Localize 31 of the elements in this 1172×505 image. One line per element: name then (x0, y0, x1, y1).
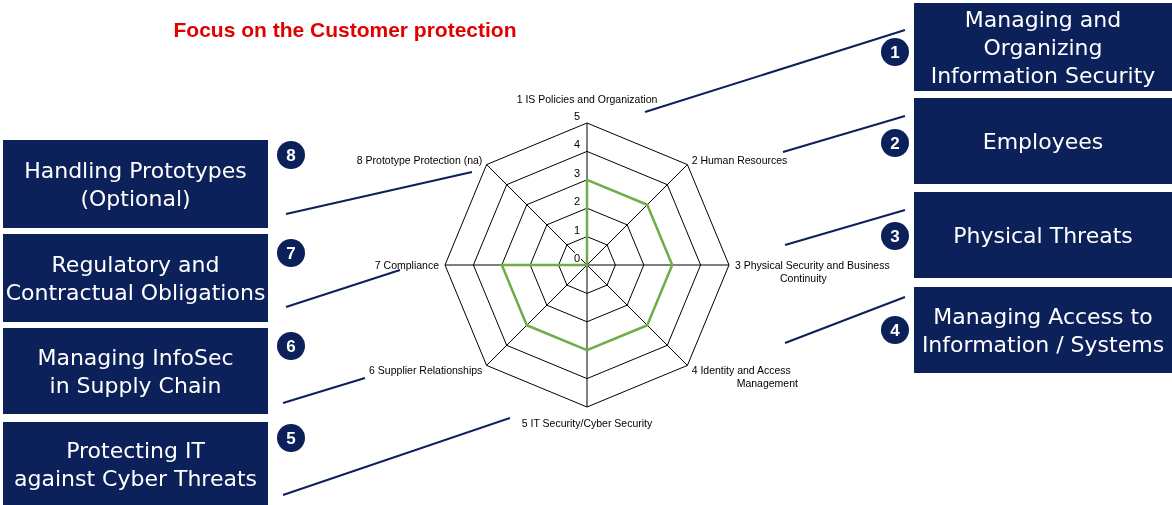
text: Managing Access to Information / Systems (921, 304, 1165, 357)
y-tick-label: 3 (573, 166, 581, 179)
spoke-label: 3 Physical Security and Business Continuity (735, 259, 890, 284)
text: Regulatory and Contractual Obligations (5, 252, 266, 305)
spoke-label: 8 Prototype Protection (na) (356, 154, 483, 167)
spoke-label: 5 IT Security/Cyber Security (521, 417, 653, 429)
y-tick-label: 0 (573, 252, 581, 264)
text: 7 (286, 244, 296, 263)
text: 3 (890, 227, 900, 246)
y-tick-label: 2 (573, 195, 581, 208)
text: 6 (286, 337, 296, 356)
chart-title: Focus on the Customer protection (173, 18, 517, 41)
text: Managing InfoSec in Supply Chain (37, 345, 234, 398)
text: Employees (982, 129, 1104, 154)
text: 4 (890, 321, 901, 340)
text: 8 (286, 146, 296, 165)
y-tick-label: 4 (573, 138, 581, 151)
y-tick-label: 1 (573, 223, 581, 236)
y-tick-label: 5 (573, 110, 581, 122)
text: Handling Prototypes (Optional) (24, 158, 247, 211)
spoke-label: 7 Compliance (374, 259, 440, 271)
spoke-label: 2 Human Resources (691, 154, 788, 167)
text: Protecting IT against Cyber Threats (13, 437, 258, 491)
text: Physical Threats (953, 223, 1133, 248)
text: Managing and Organizing Information Security (930, 7, 1156, 88)
spoke-label: 6 Supplier Relationships (369, 363, 483, 376)
spoke-label: 4 Identity and Access Management (691, 363, 799, 389)
text: 2 (890, 134, 900, 153)
spoke-label: 1 IS Policies and Organization (516, 93, 658, 105)
text: 1 (890, 43, 900, 62)
text: 5 (286, 429, 296, 448)
